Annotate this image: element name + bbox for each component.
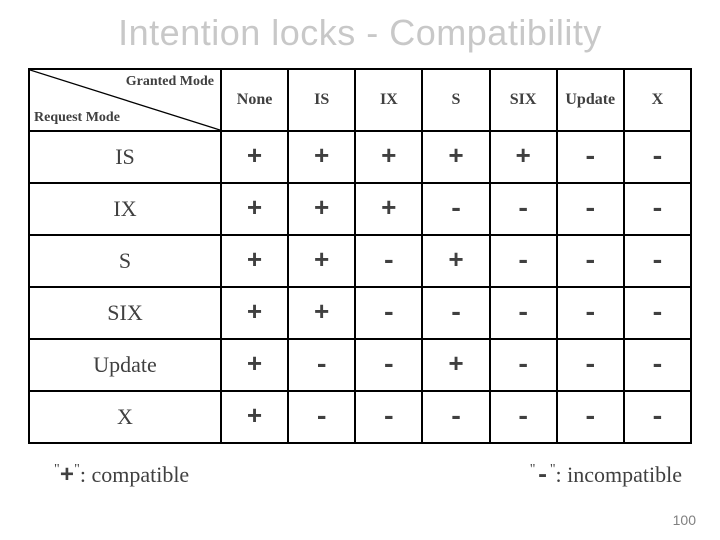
cell: + [221,235,288,287]
page-number: 100 [673,512,696,528]
cell: + [422,339,489,391]
cell: - [422,183,489,235]
row-header: S [29,235,221,287]
legend: "+": compatible "-": incompatible [28,462,692,490]
cell: - [557,287,624,339]
col-header: IX [355,69,422,131]
cell: + [422,235,489,287]
cell: - [422,287,489,339]
cell: - [288,339,355,391]
col-header: Update [557,69,624,131]
cell: + [221,391,288,443]
cell: + [288,287,355,339]
cell: - [490,183,557,235]
compatibility-table: Granted Mode Request Mode None IS IX S S… [28,68,692,444]
cell: - [557,339,624,391]
cell: - [355,391,422,443]
table-row: S + + - + - - - [29,235,691,287]
granted-mode-label: Granted Mode [126,74,214,90]
cell: + [422,131,489,183]
cell: + [221,339,288,391]
table-row: IS + + + + + - - [29,131,691,183]
col-header: None [221,69,288,131]
cell: + [221,183,288,235]
cell: - [624,339,691,391]
cell: - [557,235,624,287]
cell: - [490,235,557,287]
cell: + [288,131,355,183]
row-header: X [29,391,221,443]
cell: - [490,391,557,443]
cell: + [221,131,288,183]
row-header: IX [29,183,221,235]
cell: - [557,131,624,183]
cell: - [624,131,691,183]
table-row: X + - - - - - - [29,391,691,443]
cell: + [288,183,355,235]
cell: + [490,131,557,183]
cell: - [355,339,422,391]
col-header: IS [288,69,355,131]
table-body: IS + + + + + - - IX + + + - - - - S [29,131,691,443]
cell: - [624,235,691,287]
cell: - [624,391,691,443]
cell: + [288,235,355,287]
request-mode-label: Request Mode [34,110,120,126]
slide-title: Intention locks - Compatibility [28,12,692,54]
table-row: SIX + + - - - - - [29,287,691,339]
table-row: IX + + + - - - - [29,183,691,235]
cell: - [557,183,624,235]
row-header: SIX [29,287,221,339]
cell: + [221,287,288,339]
cell: - [288,391,355,443]
cell: - [624,183,691,235]
cell: - [355,287,422,339]
cell: - [557,391,624,443]
col-header: S [422,69,489,131]
cell: - [490,287,557,339]
row-header: IS [29,131,221,183]
col-header: SIX [490,69,557,131]
cell: - [490,339,557,391]
legend-incompatible: "-": incompatible [530,462,682,490]
cell: + [355,183,422,235]
col-header: X [624,69,691,131]
legend-compatible: "+": compatible [54,462,189,490]
table-row: Update + - - + - - - [29,339,691,391]
corner-cell: Granted Mode Request Mode [29,69,221,131]
cell: - [355,235,422,287]
cell: - [624,287,691,339]
cell: + [355,131,422,183]
cell: - [422,391,489,443]
row-header: Update [29,339,221,391]
